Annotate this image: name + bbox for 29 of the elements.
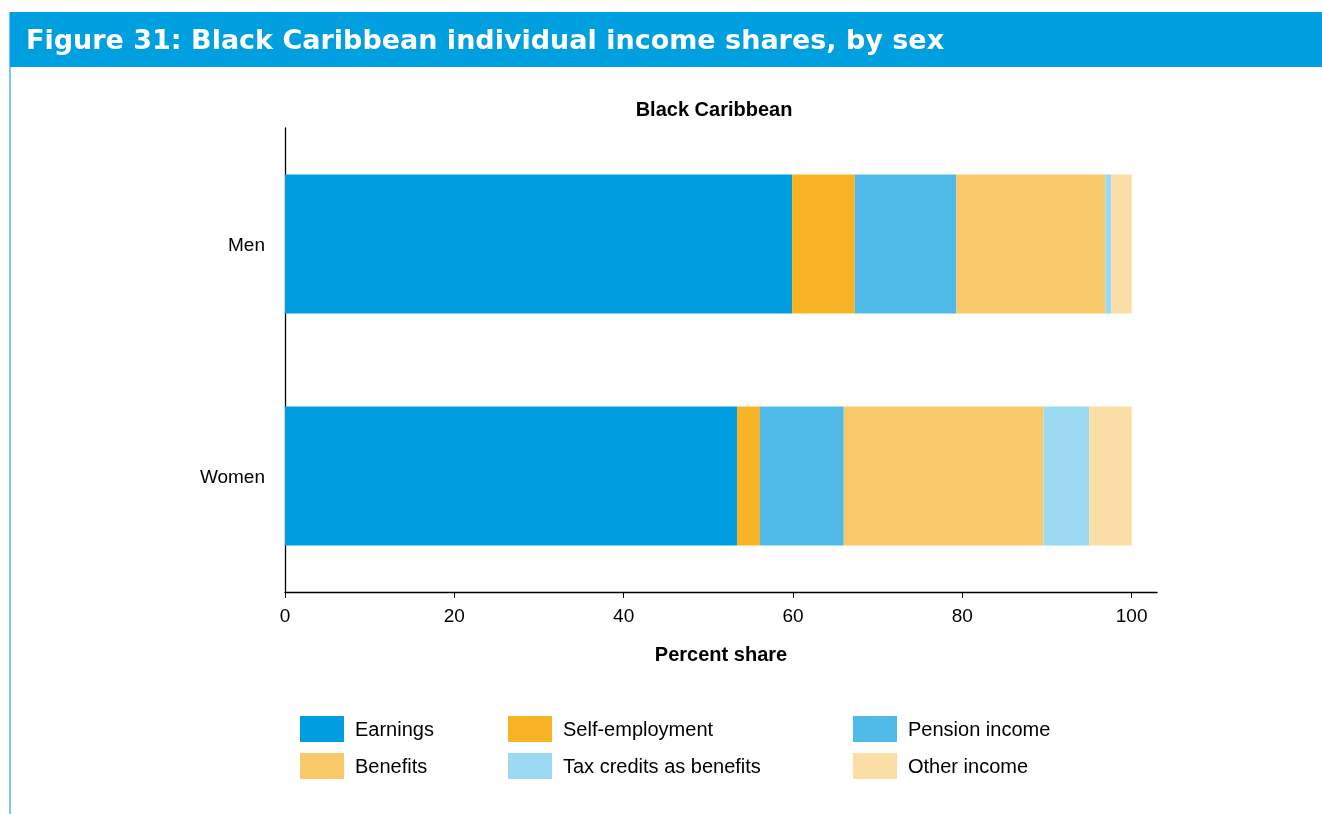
bar [843, 406, 1044, 546]
bar [1111, 174, 1132, 314]
legend-label: Self-employment [563, 718, 714, 740]
bar [759, 406, 844, 546]
bar [285, 406, 738, 546]
legend-label: Pension income [908, 718, 1051, 740]
y-tick-label: Men [228, 233, 265, 255]
bar [1105, 174, 1112, 314]
y-tick-label: Women [199, 465, 265, 487]
x-tick-label: 20 [443, 605, 465, 626]
x-tick-label: 80 [951, 605, 973, 626]
legend-label: Other income [908, 755, 1029, 777]
legend-label: Earnings [355, 718, 434, 740]
legend-label: Benefits [355, 755, 428, 777]
x-tick-label: 60 [782, 605, 804, 626]
bar [792, 174, 855, 314]
x-tick-label: 0 [279, 605, 291, 626]
x-tick-label: 100 [1115, 605, 1148, 626]
bar [1043, 406, 1090, 546]
x-axis-title: Percent share [654, 643, 788, 665]
bar [956, 174, 1106, 314]
bar [285, 174, 793, 314]
bar [854, 174, 957, 314]
chart-title: Figure 31: Black Caribbean individual income shares, by sex [10, 12, 1322, 67]
bar [1089, 406, 1132, 546]
x-tick-label: 40 [613, 605, 635, 626]
chart-subtitle: Black Caribbean [635, 98, 793, 120]
legend-label: Tax credits as benefits [563, 755, 761, 777]
bar [737, 406, 760, 546]
